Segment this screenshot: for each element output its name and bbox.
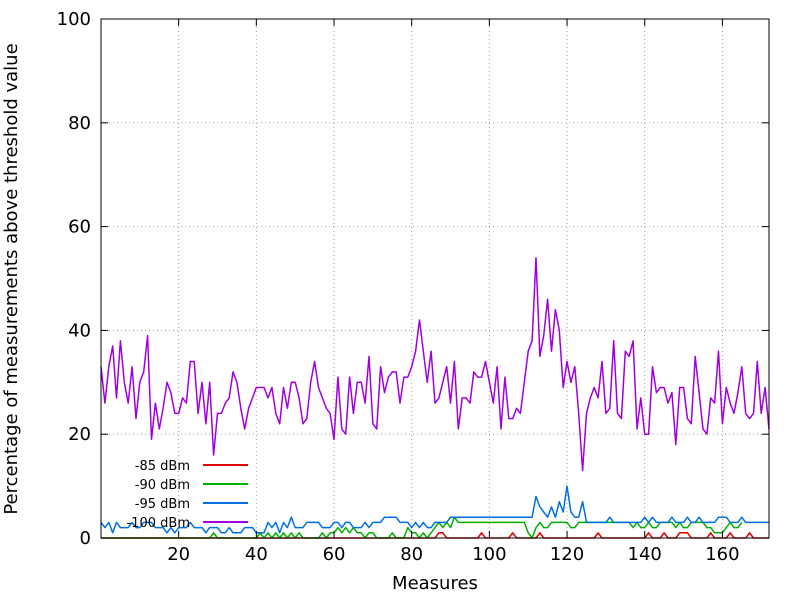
y-tick-label: 20 xyxy=(68,424,91,445)
x-tick-label: 40 xyxy=(245,544,268,565)
legend-label-90-dbm: -90 dBm xyxy=(135,478,190,493)
y-tick-label: 0 xyxy=(80,528,91,549)
legend: -85 dBm -90 dBm -95 dBm -100 dBm xyxy=(127,459,248,531)
x-tick-label: 80 xyxy=(400,544,423,565)
x-tick-label: 100 xyxy=(472,544,506,565)
series-line-95-dbm xyxy=(100,485,769,534)
y-tick-label: 100 xyxy=(57,9,91,30)
y-axis-label: Percentage of measurements above thresho… xyxy=(1,43,22,514)
x-tick-label: 120 xyxy=(550,544,584,565)
x-tick-label: 60 xyxy=(323,544,346,565)
plot-frame xyxy=(100,18,770,539)
y-tick-label: 40 xyxy=(68,320,91,341)
legend-label-100-dbm: -100 dBm xyxy=(127,516,190,531)
legend-label-85-dbm: -85 dBm xyxy=(135,459,190,474)
axis-ticks xyxy=(101,18,769,539)
legend-label-95-dbm: -95 dBm xyxy=(135,497,190,512)
y-tick-label: 80 xyxy=(68,113,91,134)
x-axis-label: Measures xyxy=(392,573,478,594)
x-tick-label: 140 xyxy=(628,544,662,565)
axis-tick-labels: 0 20 40 60 80 100 20 40 60 80 100 120 140 160 xyxy=(57,9,740,565)
x-tick-label: 160 xyxy=(705,544,739,565)
series-layer xyxy=(100,256,770,539)
series-line-100-dbm xyxy=(100,256,770,472)
y-tick-label: 60 xyxy=(68,217,91,238)
grid-lines xyxy=(101,19,769,538)
series-line-85-dbm xyxy=(101,532,769,539)
x-tick-label: 20 xyxy=(167,544,190,565)
